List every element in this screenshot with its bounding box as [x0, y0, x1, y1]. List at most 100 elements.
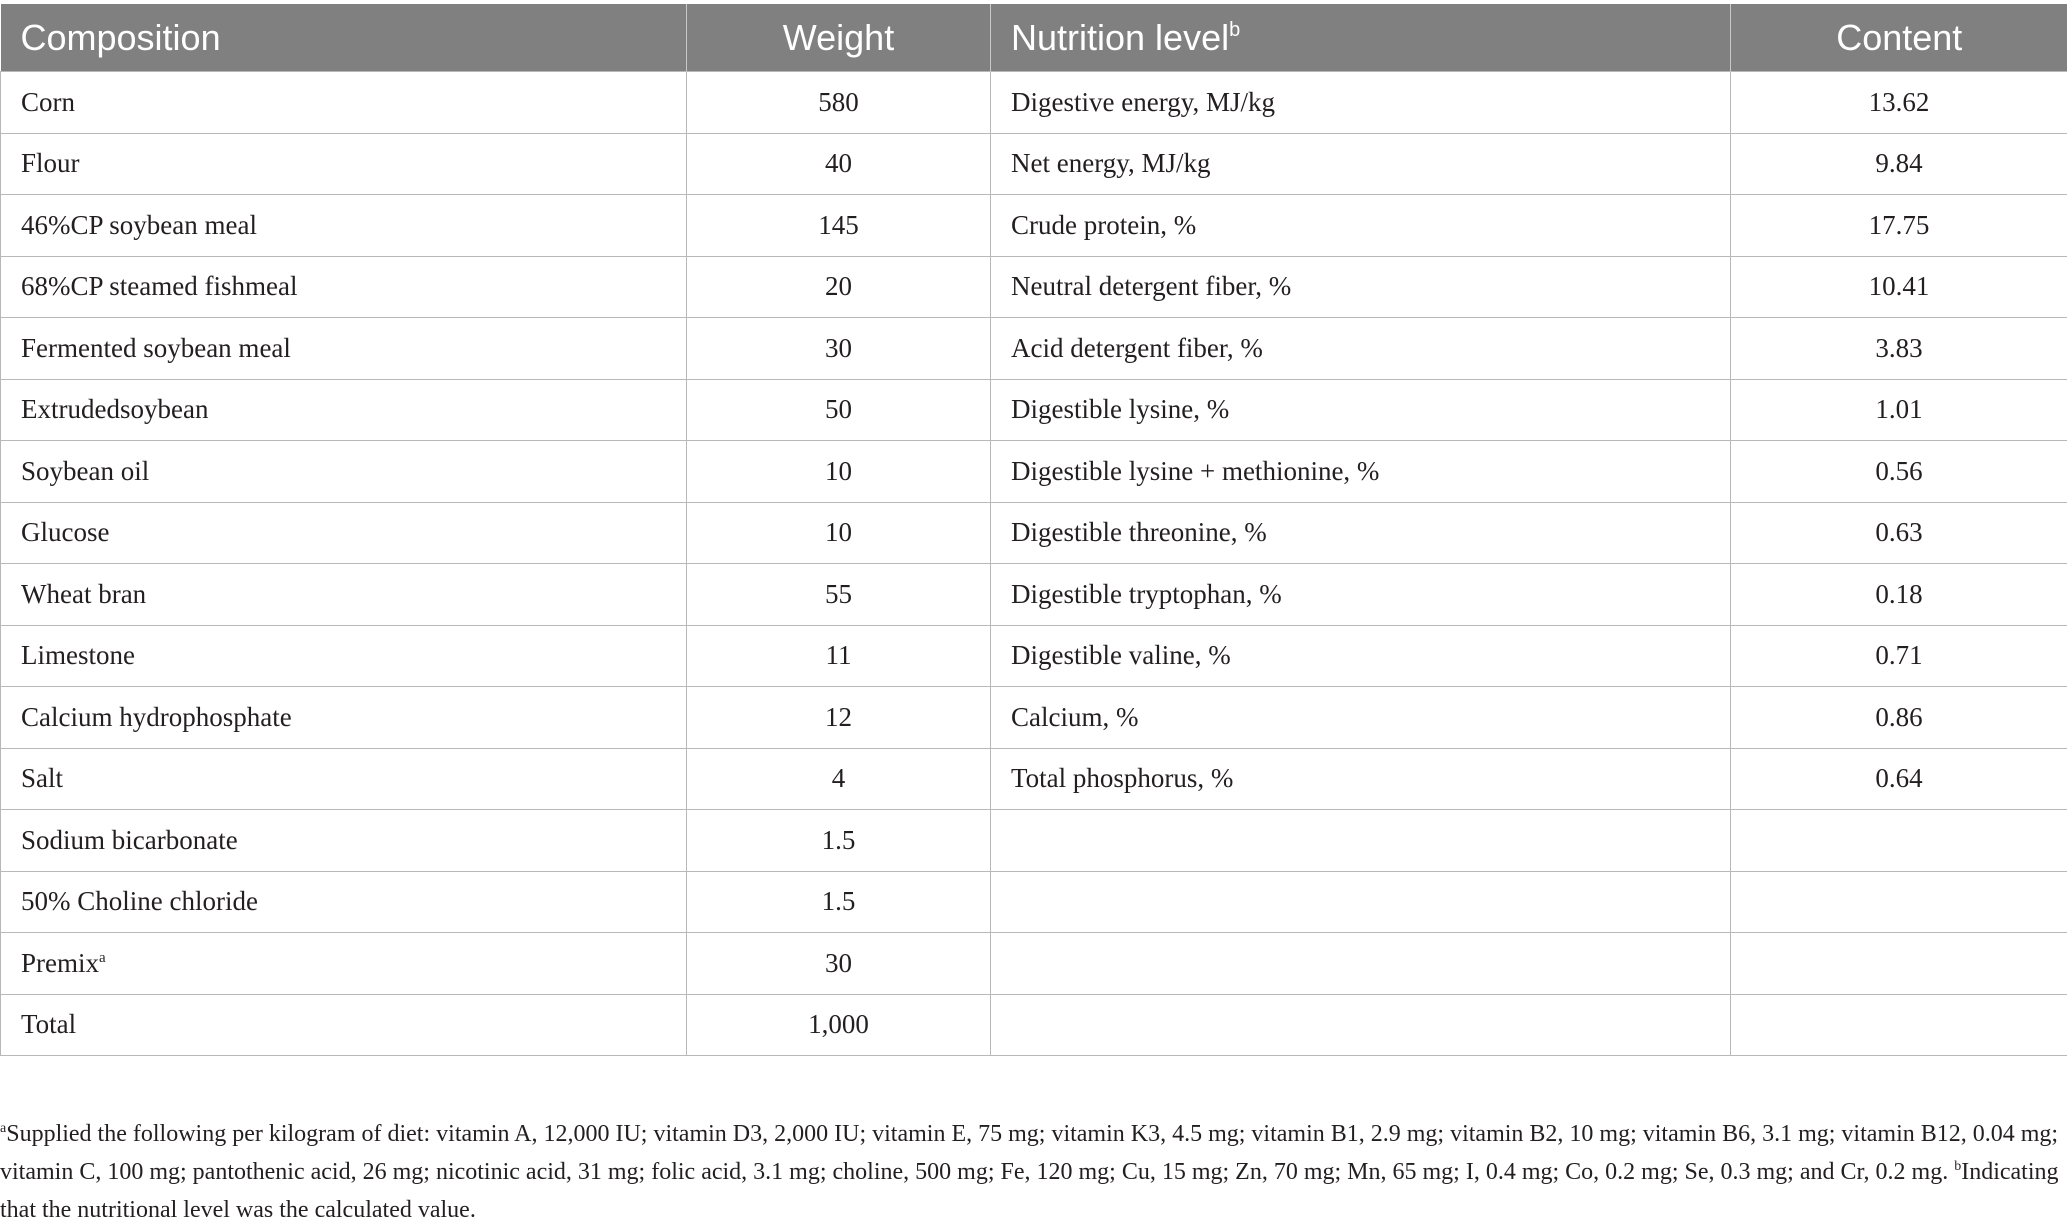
header-composition: Composition	[0, 4, 687, 72]
cell-composition: Limestone	[0, 624, 687, 687]
table-row: 68%CP steamed fishmeal 20 Neutral detergen…	[0, 255, 2067, 318]
cell-content: 0.71	[1730, 624, 2067, 687]
cell-nutrition-level: Digestible tryptophan, %	[990, 563, 1731, 626]
cell-nutrition-level: Net energy, MJ/kg	[990, 132, 1731, 195]
cell-nutrition-level: Digestible lysine, %	[990, 378, 1731, 441]
cell-nutrition-level: Acid detergent fiber, %	[990, 317, 1731, 380]
cell-content-text: 0.18	[1875, 578, 1923, 609]
cell-content: 17.75	[1730, 194, 2067, 257]
cell-nutrition-level: Digestive energy, MJ/kg	[990, 71, 1731, 134]
cell-nutrition-level: Crude protein, %	[990, 194, 1731, 257]
cell-nutrition-level-text: Digestible valine, %	[1011, 640, 1231, 671]
cell-composition: Wheat bran	[0, 563, 687, 626]
cell-weight: 30	[686, 317, 991, 380]
cell-weight-text: 1.5	[821, 824, 856, 855]
cell-weight: 20	[686, 255, 991, 318]
cell-composition-text: Fermented soybean meal	[21, 332, 291, 363]
cell-nutrition-level: Calcium, %	[990, 686, 1731, 749]
table-row: Fermented soybean meal 30 Acid detergent f…	[0, 317, 2067, 380]
cell-weight: 580	[686, 71, 991, 134]
cell-composition-text: 68%CP steamed fishmeal	[21, 271, 298, 302]
footnote-a-text: Supplied the following per kilogram of d…	[0, 1121, 2059, 1185]
cell-content	[1730, 993, 2067, 1056]
cell-weight-text: 30	[825, 947, 852, 978]
cell-composition: 50% Choline chloride	[0, 870, 687, 933]
cell-weight: 10	[686, 501, 991, 564]
table-row: Glucose 10 Digestible threonine, % 0.63	[0, 501, 2067, 564]
table-row: Wheat bran 55 Digestible tryptophan, % 0.18	[0, 563, 2067, 626]
cell-composition: Calcium hydrophosphate	[0, 686, 687, 749]
cell-weight-text: 1,000	[808, 1009, 869, 1040]
cell-nutrition-level-text: Neutral detergent fiber, %	[1011, 271, 1292, 302]
cell-composition: Premixa	[0, 932, 687, 995]
cell-content	[1730, 932, 2067, 995]
cell-nutrition-level: Total phosphorus, %	[990, 747, 1731, 810]
table-row: Flour 40 Net energy, MJ/kg 9.84	[0, 132, 2067, 195]
cell-content-text: 0.64	[1875, 763, 1923, 794]
cell-content: 1.01	[1730, 378, 2067, 441]
cell-weight: 30	[686, 932, 991, 995]
cell-weight-text: 11	[825, 640, 852, 671]
table-row: Corn 580 Digestive energy, MJ/kg 13.62	[0, 71, 2067, 134]
cell-weight-text: 12	[825, 701, 852, 732]
cell-nutrition-level-text: Net energy, MJ/kg	[1011, 148, 1211, 179]
cell-content-text: 0.63	[1875, 517, 1923, 548]
cell-composition: Soybean oil	[0, 440, 687, 503]
cell-weight-text: 40	[825, 148, 852, 179]
table-row: Limestone 11 Digestible valine, % 0.71	[0, 624, 2067, 687]
cell-content-text: 13.62	[1868, 86, 1930, 117]
cell-content-text: 1.01	[1875, 394, 1923, 425]
cell-content-text: 9.84	[1875, 148, 1923, 179]
cell-composition: Fermented soybean meal	[0, 317, 687, 380]
cell-weight-text: 50	[825, 394, 852, 425]
cell-composition-text: Extrudedsoybean	[21, 394, 209, 425]
cell-weight: 55	[686, 563, 991, 626]
header-content: Content	[1730, 4, 2067, 72]
cell-nutrition-level-text: Acid detergent fiber, %	[1011, 332, 1263, 363]
cell-composition-text: Soybean oil	[21, 455, 150, 486]
table-row: Total 1,000	[0, 993, 2067, 1056]
cell-weight-text: 10	[825, 517, 852, 548]
cell-composition-text: Glucose	[21, 517, 110, 548]
cell-weight: 12	[686, 686, 991, 749]
cell-weight: 1,000	[686, 993, 991, 1056]
cell-nutrition-level-text: Crude protein, %	[1011, 209, 1197, 240]
cell-composition: Extrudedsoybean	[0, 378, 687, 441]
cell-composition-text: 46%CP soybean meal	[21, 209, 257, 240]
cell-weight: 1.5	[686, 870, 991, 933]
cell-composition-text: Total	[21, 1009, 77, 1040]
footnote-marker-a: a	[99, 949, 106, 966]
cell-content-text: 0.71	[1875, 640, 1923, 671]
table-row: Calcium hydrophosphate 12 Calcium, % 0.86	[0, 686, 2067, 749]
cell-content: 10.41	[1730, 255, 2067, 318]
cell-content-text: 10.41	[1868, 271, 1930, 302]
cell-nutrition-level: Digestible valine, %	[990, 624, 1731, 687]
table-row: Extrudedsoybean 50 Digestible lysine, % 1.0…	[0, 378, 2067, 441]
cell-composition-text: 50% Choline chloride	[21, 886, 258, 917]
cell-composition: Total	[0, 993, 687, 1056]
table-body: Corn 580 Digestive energy, MJ/kg 13.62 Flour…	[0, 71, 2067, 1056]
cell-nutrition-level-text: Total phosphorus, %	[1011, 763, 1234, 794]
cell-nutrition-level	[990, 870, 1731, 933]
cell-nutrition-level	[990, 932, 1731, 995]
cell-weight: 4	[686, 747, 991, 810]
cell-content: 0.64	[1730, 747, 2067, 810]
cell-content: 0.56	[1730, 440, 2067, 503]
cell-weight-text: 4	[831, 763, 846, 794]
cell-nutrition-level-text: Digestible lysine, %	[1011, 394, 1230, 425]
cell-composition: Corn	[0, 71, 687, 134]
footnote-marker-b: b	[1229, 18, 1241, 41]
cell-nutrition-level	[990, 809, 1731, 872]
cell-weight-text: 30	[825, 332, 852, 363]
table-row: Salt 4 Total phosphorus, % 0.64	[0, 747, 2067, 810]
cell-nutrition-level-text: Digestible threonine, %	[1011, 517, 1267, 548]
footnote-b-text: Indicating that the nutritional level wa…	[0, 1159, 2059, 1223]
cell-weight: 10	[686, 440, 991, 503]
table-row: Sodium bicarbonate 1.5	[0, 809, 2067, 872]
cell-composition-text: Corn	[21, 86, 75, 117]
header-row: Composition Weight Nutrition levelb Cont…	[0, 4, 2067, 72]
cell-content	[1730, 870, 2067, 933]
cell-composition-text: Limestone	[21, 640, 135, 671]
cell-composition: Flour	[0, 132, 687, 195]
header-nutrition-level-label: Nutrition level	[1011, 16, 1230, 58]
